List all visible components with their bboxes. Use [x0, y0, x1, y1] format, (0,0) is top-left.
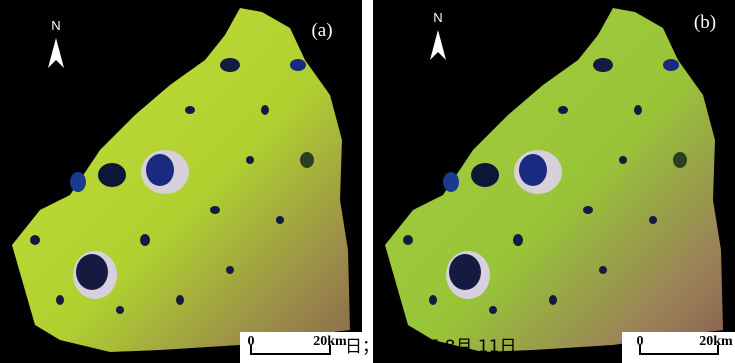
scale-end: 20km [699, 334, 733, 349]
scale-start: 0 [248, 334, 255, 349]
north-label: N [51, 18, 60, 33]
scale-start: 0 [637, 334, 644, 349]
north-label: N [433, 10, 442, 25]
scale-end: 20km [313, 334, 347, 349]
panel-label: (b) [694, 12, 716, 33]
caption: 日；2021年 8月 11日 [345, 337, 517, 357]
figure: N N (a) (b) 0 20km 0 20km 日；2021年 8月 11日 [0, 0, 735, 363]
panel-label: (a) [311, 20, 332, 41]
